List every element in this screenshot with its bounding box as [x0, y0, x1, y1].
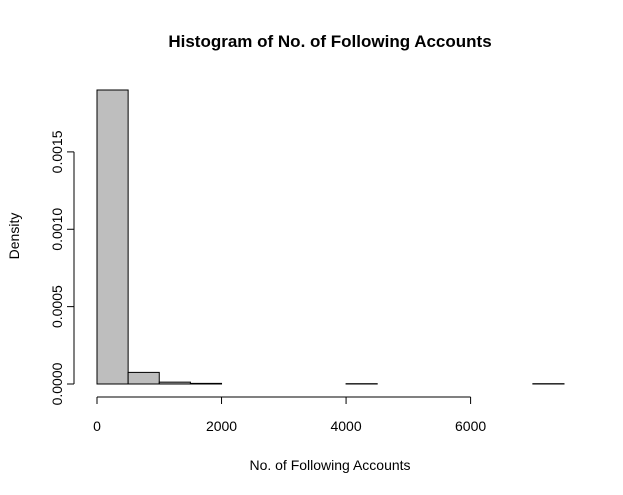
x-tick-label: 6000 — [455, 418, 486, 434]
x-axis-label: No. of Following Accounts — [249, 457, 410, 473]
histogram-bar — [96, 89, 129, 385]
y-tick-label: 0.0000 — [49, 362, 65, 405]
chart-title: Histogram of No. of Following Accounts — [168, 32, 491, 51]
y-tick-label: 0.0010 — [49, 208, 65, 251]
y-tick-label: 0.0005 — [49, 285, 65, 328]
x-tick-label: 2000 — [206, 418, 237, 434]
y-axis-ticks: 0.0000 0.0005 0.0010 0.0015 — [49, 130, 74, 405]
x-axis-ticks: 0 2000 4000 6000 — [93, 397, 486, 434]
y-axis-label: Density — [6, 213, 22, 260]
x-tick-label: 4000 — [330, 418, 361, 434]
bars-group — [96, 89, 565, 385]
y-tick-label: 0.0015 — [49, 130, 65, 173]
histogram-bar — [127, 371, 160, 385]
histogram-bar — [158, 381, 191, 385]
x-tick-label: 0 — [93, 418, 101, 434]
histogram-bar — [189, 382, 223, 385]
